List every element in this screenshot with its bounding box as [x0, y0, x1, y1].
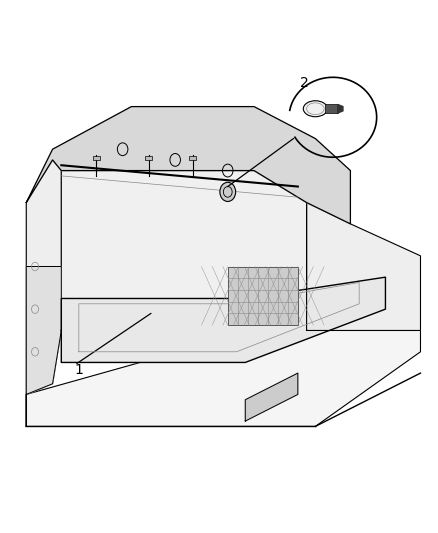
Bar — [145, 156, 152, 160]
Polygon shape — [61, 277, 385, 362]
Polygon shape — [307, 203, 420, 330]
Polygon shape — [26, 160, 61, 426]
Polygon shape — [26, 330, 420, 426]
Polygon shape — [338, 104, 343, 113]
Bar — [325, 104, 338, 113]
Polygon shape — [245, 373, 298, 421]
Bar — [228, 266, 298, 325]
Bar — [189, 156, 196, 160]
Polygon shape — [26, 107, 350, 224]
Polygon shape — [26, 266, 61, 394]
Text: 2: 2 — [300, 76, 309, 90]
Circle shape — [220, 182, 236, 201]
Polygon shape — [61, 171, 307, 330]
Text: 1: 1 — [74, 364, 83, 377]
Bar — [93, 156, 100, 160]
Ellipse shape — [303, 101, 328, 117]
